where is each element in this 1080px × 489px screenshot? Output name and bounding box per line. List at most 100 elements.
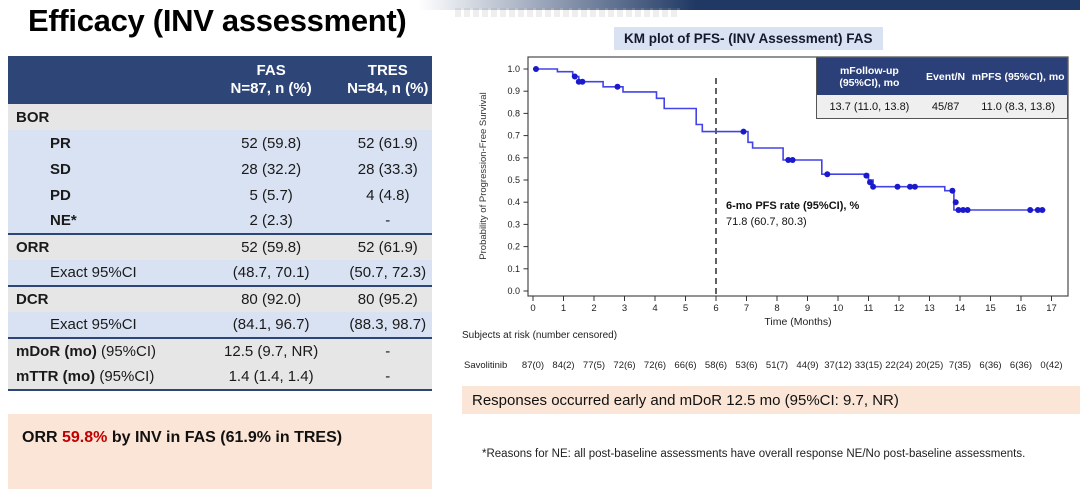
risk-value: 6(36) bbox=[979, 360, 1002, 371]
stats-header-event-n: Event/N bbox=[926, 70, 966, 83]
table-row: NE* 2 (2.3) - bbox=[8, 208, 432, 234]
censor-mark bbox=[785, 157, 792, 163]
cell-tres: 28 (33.3) bbox=[343, 156, 432, 182]
cell-fas: (84.1, 96.7) bbox=[198, 312, 344, 338]
risk-value: 7(35) bbox=[948, 360, 972, 371]
y-tick-label: 0.5 bbox=[507, 175, 520, 185]
cell-tres bbox=[343, 104, 432, 130]
cell-tres: - bbox=[343, 337, 432, 364]
table-row: Exact 95%CI (48.7, 70.1) (50.7, 72.3) bbox=[8, 260, 432, 286]
risk-value: 37(12) bbox=[824, 360, 852, 371]
subjects-at-risk-row: Savolitinib 87(0) 84(2) 77(5) 72(6) 72(6) 66(… bbox=[0, 360, 1080, 374]
row-label: mTTR (mo) (95%CI) bbox=[8, 364, 199, 391]
table-row: ORR 52 (59.8) 52 (61.9) bbox=[8, 233, 432, 260]
censor-mark bbox=[863, 172, 870, 179]
y-tick-label: 0.3 bbox=[507, 219, 520, 229]
cell-fas: (48.7, 70.1) bbox=[198, 260, 344, 286]
cell-tres: - bbox=[343, 364, 432, 391]
cell-tres: 4 (4.8) bbox=[343, 182, 432, 208]
cell-fas bbox=[198, 104, 344, 130]
y-tick-label: 0.8 bbox=[507, 108, 520, 118]
x-tick-label: 4 bbox=[652, 303, 657, 314]
risk-value: 33(15) bbox=[854, 360, 883, 371]
y-tick-label: 0.1 bbox=[507, 264, 520, 274]
risk-value: 72(6) bbox=[613, 360, 636, 371]
x-tick-label: 17 bbox=[1046, 303, 1057, 314]
censor-mark bbox=[571, 73, 578, 80]
table-row: PD 5 (5.7) 4 (4.8) bbox=[8, 182, 432, 208]
km-plot-title: KM plot of PFS- (INV Assessment) FAS bbox=[614, 27, 883, 50]
censor-mark bbox=[824, 171, 831, 178]
stats-inset-table: mFollow-up (95%CI), mo Event/N mPFS (95%… bbox=[816, 57, 1068, 119]
risk-value: 58(6) bbox=[704, 360, 728, 371]
orr-callout-highlight: 59.8% bbox=[62, 429, 108, 446]
responses-callout: Responses occurred early and mDoR 12.5 m… bbox=[462, 386, 1080, 414]
censor-mark bbox=[911, 183, 918, 190]
footnote-ne-reasons: *Reasons for NE: all post-baseline asses… bbox=[482, 448, 1026, 460]
censor-mark bbox=[1039, 207, 1046, 213]
x-tick-label: 16 bbox=[1016, 303, 1027, 314]
y-tick-label: 0.0 bbox=[507, 286, 520, 296]
risk-value: 20(25) bbox=[915, 360, 944, 371]
stats-header-mpfs: mPFS (95%CI), mo bbox=[971, 70, 1065, 83]
cell-fas: 12.5 (9.7, NR) bbox=[198, 337, 344, 364]
risk-value: 22(24) bbox=[885, 360, 913, 371]
x-tick-label: 8 bbox=[774, 303, 779, 314]
risk-series-label: Savolitinib bbox=[464, 360, 508, 371]
censor-mark bbox=[579, 78, 586, 85]
row-label: Exact 95%CI bbox=[8, 260, 199, 286]
y-axis-label: Probability of Progression-Free Survival bbox=[478, 92, 489, 259]
x-tick-label: 14 bbox=[955, 303, 966, 314]
stats-value-event-n: 45/87 bbox=[931, 100, 960, 113]
efficacy-table-header: FAS N=87, n (%) TRES N=84, n (%) bbox=[8, 56, 432, 104]
risk-value: 51(7) bbox=[765, 360, 789, 371]
cell-tres: (88.3, 98.7) bbox=[343, 312, 432, 338]
x-tick-label: 0 bbox=[530, 303, 535, 314]
stats-value-followup: 13.7 (11.0, 13.8) bbox=[829, 100, 910, 113]
x-tick-label: 13 bbox=[924, 303, 935, 314]
x-tick-label: 3 bbox=[622, 303, 627, 314]
stats-value-mpfs: 11.0 (8.3, 13.8) bbox=[981, 100, 1056, 113]
row-label: BOR bbox=[8, 104, 199, 130]
row-label: PD bbox=[8, 182, 199, 208]
risk-value: 77(5) bbox=[582, 360, 606, 371]
censor-mark bbox=[533, 66, 539, 72]
x-tick-label: 1 bbox=[561, 303, 566, 314]
row-label: PR bbox=[8, 130, 199, 156]
table-row: SD 28 (32.2) 28 (33.3) bbox=[8, 156, 432, 182]
annotation-6mo-value: 71.8 (60.7, 80.3) bbox=[726, 216, 807, 228]
row-label: NE* bbox=[8, 208, 199, 234]
stats-inset-values: 13.7 (11.0, 13.8) 45/87 11.0 (8.3, 13.8) bbox=[817, 95, 1067, 118]
cell-tres: 52 (61.9) bbox=[343, 233, 432, 260]
x-tick-label: 12 bbox=[894, 303, 905, 314]
row-label: DCR bbox=[8, 285, 199, 312]
page-title: Efficacy (INV assessment) bbox=[28, 3, 407, 38]
censor-mark bbox=[740, 128, 747, 135]
efficacy-table: FAS N=87, n (%) TRES N=84, n (%) BOR PR 52… bbox=[8, 56, 432, 391]
table-row: Exact 95%CI (84.1, 96.7) (88.3, 98.7) bbox=[8, 312, 432, 338]
cell-fas: 2 (2.3) bbox=[198, 208, 344, 234]
cell-fas: 80 (92.0) bbox=[198, 285, 344, 312]
y-tick-label: 0.6 bbox=[507, 153, 520, 163]
stats-inset-header: mFollow-up (95%CI), mo Event/N mPFS (95%… bbox=[817, 58, 1067, 95]
row-label: mDoR (mo) (95%CI) bbox=[8, 337, 199, 364]
x-tick-label: 2 bbox=[591, 303, 596, 314]
table-row: DCR 80 (92.0) 80 (95.2) bbox=[8, 285, 432, 312]
risk-value: 44(9) bbox=[796, 360, 819, 371]
x-axis-label: Time (Months) bbox=[764, 316, 831, 328]
censor-mark bbox=[789, 157, 796, 163]
table-row: mDoR (mo) (95%CI) 12.5 (9.7, NR) - bbox=[8, 337, 432, 364]
cell-fas: 28 (32.2) bbox=[198, 156, 344, 182]
plot-border bbox=[527, 56, 1069, 297]
cell-fas: 52 (59.8) bbox=[198, 233, 344, 260]
orr-callout-suffix: by INV in FAS (61.9% in TRES) bbox=[107, 429, 343, 446]
censor-mark bbox=[894, 183, 901, 190]
risk-value: 66(6) bbox=[674, 360, 697, 371]
censor-mark bbox=[952, 199, 959, 206]
stats-header-followup: mFollow-up (95%CI), mo bbox=[839, 64, 900, 89]
censor-mark bbox=[1034, 207, 1041, 213]
risk-value: 87(0) bbox=[521, 360, 545, 371]
censor-mark bbox=[614, 83, 621, 90]
y-tick-label: 0.4 bbox=[507, 197, 520, 207]
risk-value: 72(6) bbox=[643, 360, 667, 371]
